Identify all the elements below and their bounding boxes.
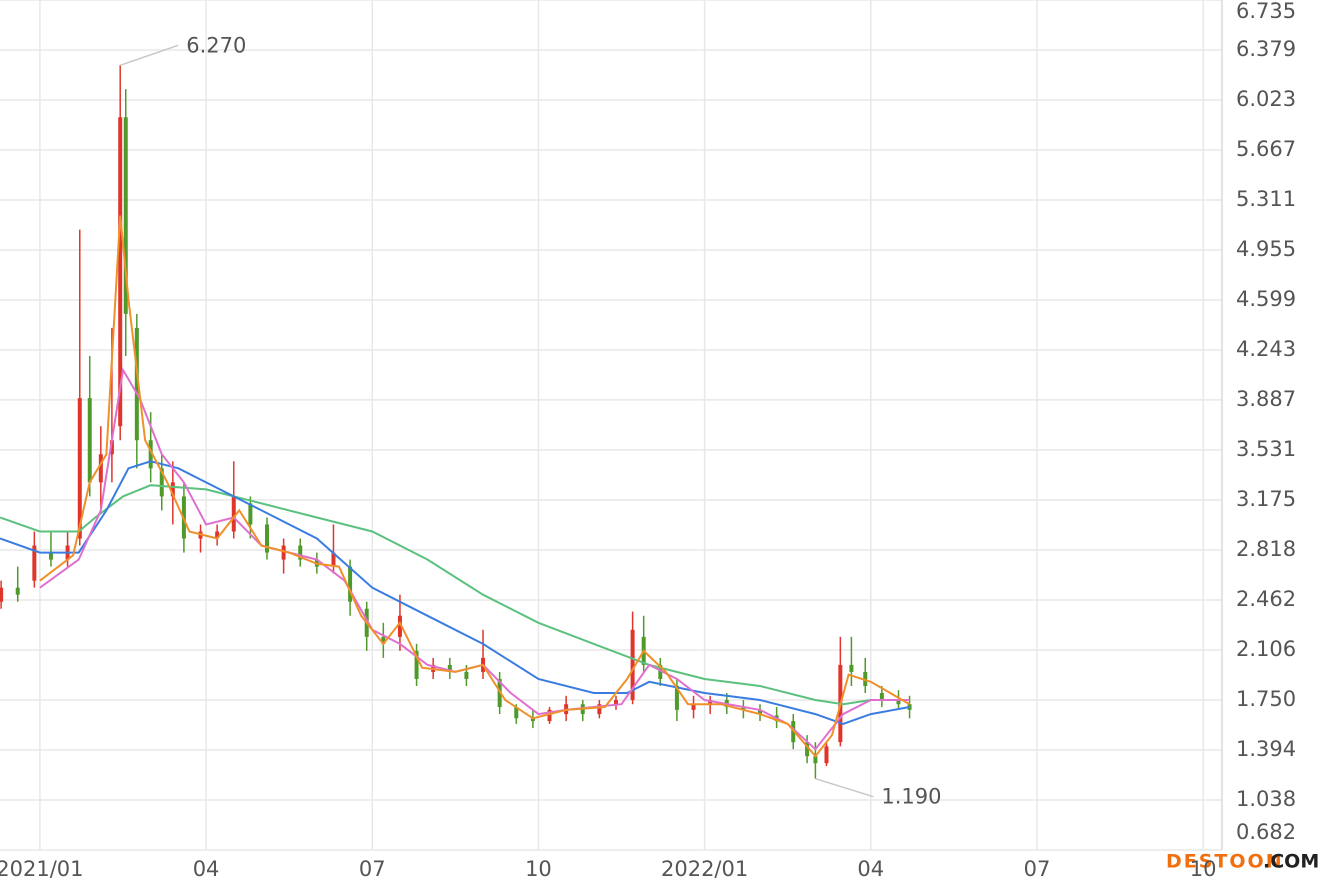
y-tick-label: 1.394	[1236, 737, 1296, 761]
candle-body	[15, 587, 20, 595]
candle-body	[265, 524, 270, 553]
y-tick-label: 2.106	[1236, 637, 1296, 661]
candle-body	[813, 756, 818, 764]
candle-body	[159, 468, 164, 497]
candle-body	[674, 685, 679, 710]
x-tick-label: 10	[1190, 857, 1217, 881]
candle-body	[447, 664, 452, 672]
candle-body	[397, 615, 402, 637]
moving-average-line	[0, 460, 910, 725]
x-tick-label: 2022/01	[661, 857, 748, 881]
candle-body	[896, 700, 901, 705]
candle-body	[597, 704, 602, 715]
candle-body	[215, 531, 220, 539]
y-tick-label: 4.243	[1236, 337, 1296, 361]
candle-body	[691, 704, 696, 710]
y-tick-label: 6.023	[1236, 87, 1296, 111]
candle-body	[630, 629, 635, 701]
candle-body	[231, 496, 236, 532]
candle-body	[87, 398, 92, 483]
candle-body	[118, 117, 123, 427]
candle-body	[109, 440, 114, 455]
candle-body	[281, 545, 286, 560]
candle-body	[658, 664, 663, 679]
y-tick-label: 5.311	[1236, 187, 1296, 211]
y-tick-label: 2.462	[1236, 587, 1296, 611]
candle-body	[708, 700, 713, 705]
candle-body	[414, 650, 419, 679]
candle-body	[77, 398, 82, 539]
y-tick-label: 1.750	[1236, 687, 1296, 711]
candle-body	[331, 552, 336, 567]
candle-body	[298, 545, 303, 560]
y-tick-label: 4.599	[1236, 287, 1296, 311]
y-tick-label: 5.667	[1236, 137, 1296, 161]
candle-body	[348, 566, 353, 602]
candle-body	[148, 440, 153, 469]
annotation-label: 6.270	[186, 33, 246, 57]
candle-body	[758, 709, 763, 715]
y-tick-label: 0.682	[1236, 820, 1296, 844]
candle-body	[741, 707, 746, 710]
y-tick-label: 6.379	[1236, 37, 1296, 61]
x-tick-label: 04	[857, 857, 884, 881]
x-tick-label: 04	[193, 857, 220, 881]
candle-body	[98, 454, 103, 483]
candle-body	[170, 482, 175, 497]
y-tick-label: 4.955	[1236, 237, 1296, 261]
moving-average-line	[39, 215, 911, 758]
x-tick-label: 07	[359, 857, 386, 881]
candle-body	[805, 742, 810, 757]
y-tick-label: 6.735	[1236, 0, 1296, 23]
annotation-leader	[815, 777, 874, 798]
candle-body	[123, 117, 128, 314]
candle-body	[134, 327, 139, 441]
candle-body	[381, 636, 386, 644]
watermark-brand: DESTOON	[1166, 851, 1284, 873]
x-tick-label: 07	[1024, 857, 1051, 881]
candle-body	[514, 707, 519, 719]
moving-average-line	[39, 367, 910, 751]
candle-body	[0, 587, 4, 602]
annotation-label: 1.190	[881, 785, 941, 809]
x-tick-label: 2021/01	[0, 857, 84, 881]
candle-body	[32, 545, 37, 581]
candle-body	[879, 693, 884, 701]
candle-body	[849, 664, 854, 672]
candle-body	[613, 700, 618, 705]
y-tick-label: 3.531	[1236, 437, 1296, 461]
candle-body	[48, 552, 53, 560]
candle-body	[464, 671, 469, 679]
candle-body	[530, 718, 535, 722]
moving-average-line	[0, 484, 910, 706]
y-tick-label: 3.887	[1236, 387, 1296, 411]
y-tick-label: 2.818	[1236, 537, 1296, 561]
watermark-suffix: .COM	[1263, 851, 1319, 873]
y-tick-label: 3.175	[1236, 487, 1296, 511]
x-tick-label: 10	[525, 857, 552, 881]
y-tick-label: 1.038	[1236, 787, 1296, 811]
annotation-leader	[119, 44, 179, 67]
candle-body	[547, 709, 552, 722]
candle-body	[248, 503, 253, 525]
candle-body	[824, 746, 829, 764]
candle-body	[863, 671, 868, 686]
